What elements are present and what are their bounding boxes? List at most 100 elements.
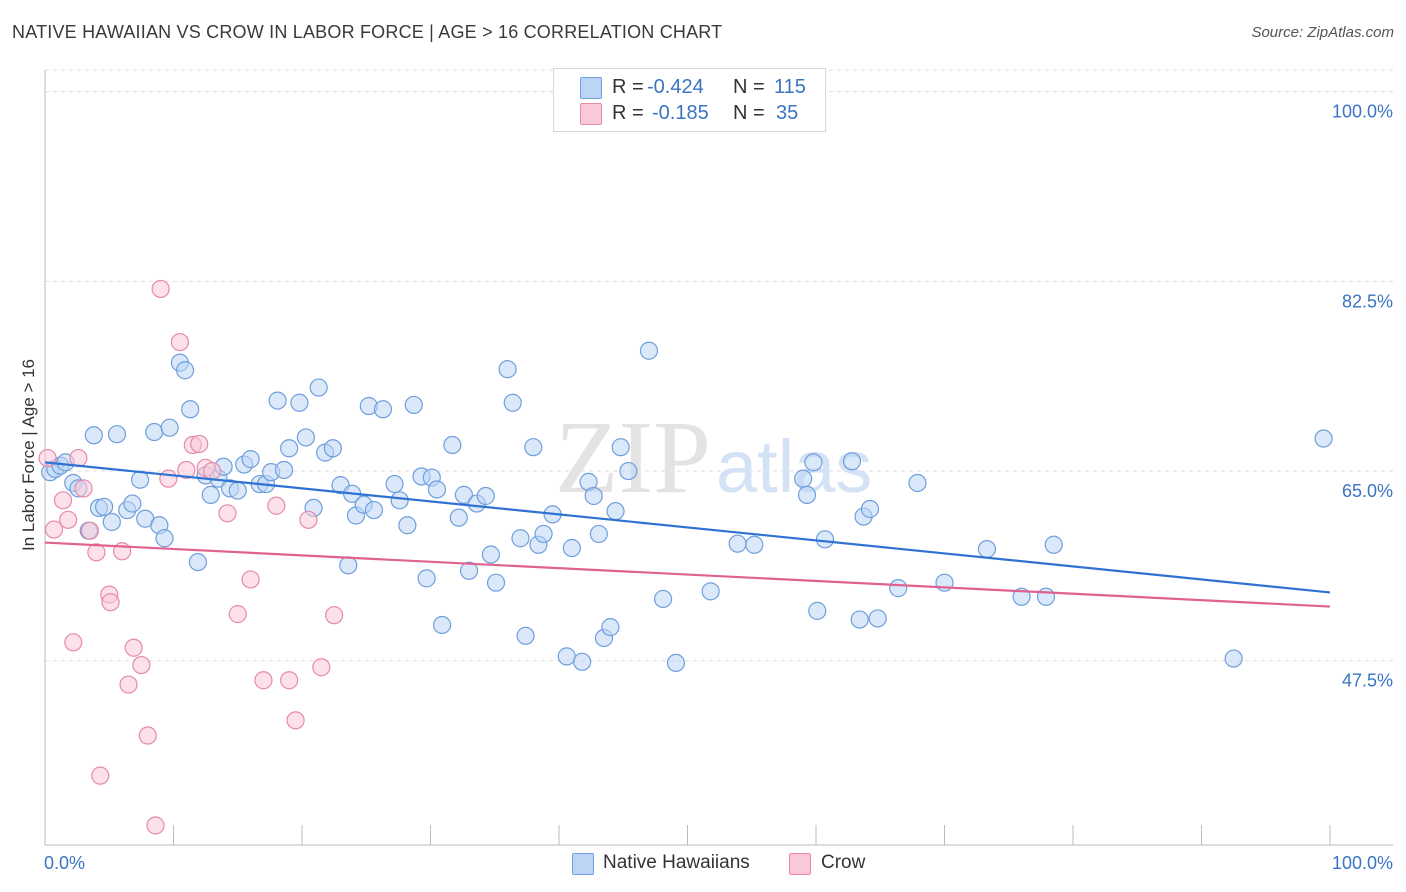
point-crow [119,675,138,694]
y-tick-label: 65.0% [1342,481,1393,501]
x-tick-label-min: 0.0% [44,853,85,873]
point-native-hawaiians [459,561,479,580]
point-native-hawaiians [557,647,576,666]
bottom-legend-label-native-hawaiians: Native Hawaiians [603,852,750,873]
point-native-hawaiians [107,425,127,444]
point-native-hawaiians [398,516,417,535]
point-crow [59,510,78,529]
point-crow [64,633,83,652]
point-crow [146,816,165,835]
point-native-hawaiians [432,615,452,635]
point-crow [241,570,260,589]
point-native-hawaiians [562,538,581,558]
point-native-hawaiians [1314,429,1333,448]
point-crow [299,510,318,529]
point-native-hawaiians [1044,535,1063,554]
point-native-hawaiians [427,480,447,499]
point-crow [170,332,190,352]
point-native-hawaiians [611,438,630,457]
legend-n-value: 35 [776,102,799,124]
x-tick-label-max: 100.0% [1332,853,1393,873]
point-native-hawaiians [241,450,260,469]
point-native-hawaiians [123,494,142,513]
point-native-hawaiians [639,341,659,360]
point-crow [202,461,222,481]
point-native-hawaiians [84,426,103,445]
point-crow [151,279,170,299]
trendline-native-hawaiians [44,461,1331,594]
point-native-hawaiians [449,508,468,527]
point-native-hawaiians [155,529,174,548]
legend-r-value: -0.185 [652,102,709,124]
point-crow [280,671,299,690]
point-native-hawaiians [503,393,522,412]
point-native-hawaiians [889,579,908,598]
point-native-hawaiians [728,534,747,553]
point-native-hawaiians [511,529,530,548]
point-native-hawaiians [443,435,462,455]
point-native-hawaiians [808,601,827,620]
point-native-hawaiians [606,502,625,521]
point-native-hawaiians [390,491,409,510]
point-crow [101,593,120,612]
legend-swatch-pink [580,103,602,125]
point-native-hawaiians [296,428,315,447]
point-native-hawaiians [95,497,114,516]
point-native-hawaiians [977,539,997,559]
point-native-hawaiians [850,610,869,629]
watermark-zip: ZIP [555,400,711,515]
point-native-hawaiians [804,453,823,472]
point-native-hawaiians [701,582,720,601]
point-native-hawaiians [274,460,294,480]
point-native-hawaiians [385,474,404,494]
point-native-hawaiians [842,452,862,471]
point-native-hawaiians [601,618,620,637]
point-native-hawaiians [481,545,500,564]
point-crow [87,543,106,562]
point-crow [190,434,209,454]
y-tick-label: 47.5% [1342,671,1393,691]
point-native-hawaiians [745,535,764,554]
point-native-hawaiians [524,438,543,457]
legend-r-value: -0.424 [647,76,704,98]
point-crow [325,606,344,625]
point-native-hawaiians [454,485,474,504]
legend-swatch-blue [580,77,602,99]
trendline-crow [44,541,1331,608]
point-native-hawaiians [364,500,384,520]
bottom-legend-label-crow: Crow [821,852,866,873]
point-native-hawaiians [868,609,887,628]
bottom-legend-swatch-blue [572,853,594,875]
point-native-hawaiians [323,439,342,458]
point-native-hawaiians [584,486,603,506]
y-tick-label: 100.0% [1332,102,1393,122]
y-axis-label: In Labor Force | Age > 16 [19,359,38,551]
point-native-hawaiians [573,652,592,671]
point-crow [138,726,157,745]
bottom-legend-swatch-pink [789,853,811,875]
point-native-hawaiians [534,524,553,544]
legend-r-label: R = [612,102,644,124]
point-native-hawaiians [145,422,164,442]
point-native-hawaiians [228,481,247,500]
point-native-hawaiians [130,470,150,489]
point-native-hawaiians [476,486,495,506]
point-native-hawaiians [486,573,506,592]
point-crow [53,491,73,510]
legend-n-value: 115 [774,76,806,98]
point-native-hawaiians [280,439,299,458]
point-crow [218,504,237,523]
point-native-hawaiians [339,556,358,575]
point-native-hawaiians [1224,649,1243,668]
points-layer [38,279,1333,835]
point-crow [80,521,100,540]
point-native-hawaiians [373,400,393,419]
point-native-hawaiians [188,552,208,572]
point-crow [159,469,178,488]
point-crow [312,658,331,677]
point-crow [286,711,305,730]
legend-r-label: R = [612,76,644,98]
trend-layer [44,461,1331,608]
y-tick-label: 82.5% [1342,291,1393,311]
